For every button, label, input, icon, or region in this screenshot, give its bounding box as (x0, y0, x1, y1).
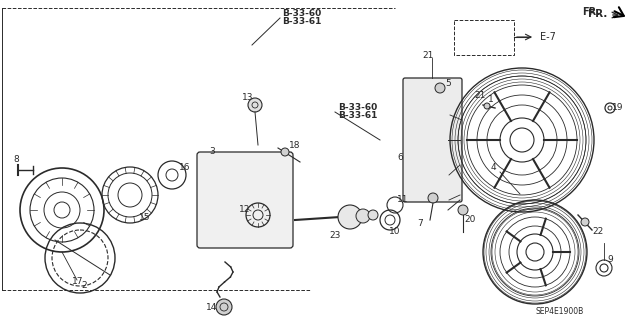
Circle shape (248, 98, 262, 112)
Text: 11: 11 (397, 196, 409, 204)
Text: 2: 2 (81, 280, 87, 290)
Text: 22: 22 (593, 227, 604, 236)
Text: E-7: E-7 (540, 32, 556, 42)
Circle shape (368, 210, 378, 220)
Text: 17: 17 (72, 278, 84, 286)
Text: B-33-60: B-33-60 (282, 10, 321, 19)
FancyArrowPatch shape (614, 7, 624, 17)
Text: 15: 15 (140, 213, 151, 222)
Text: B-33-60: B-33-60 (338, 103, 377, 113)
Text: 10: 10 (389, 227, 401, 236)
Circle shape (435, 83, 445, 93)
Circle shape (458, 205, 468, 215)
Text: 16: 16 (179, 164, 191, 173)
Text: FR.: FR. (588, 9, 607, 19)
Circle shape (356, 209, 370, 223)
Text: 8: 8 (13, 155, 19, 165)
Text: 7: 7 (417, 219, 423, 227)
Text: 12: 12 (239, 205, 251, 214)
Text: 20: 20 (464, 216, 476, 225)
Text: SEP4E1900B: SEP4E1900B (536, 308, 584, 316)
Text: 3: 3 (209, 147, 215, 157)
Text: 6: 6 (397, 153, 403, 162)
Text: 1: 1 (488, 95, 494, 105)
FancyBboxPatch shape (197, 152, 293, 248)
Text: 4: 4 (490, 164, 496, 173)
Text: 21: 21 (474, 91, 486, 100)
Text: B-33-61: B-33-61 (338, 112, 378, 121)
FancyBboxPatch shape (403, 78, 462, 202)
Text: B-33-61: B-33-61 (282, 18, 321, 26)
Text: 19: 19 (612, 103, 624, 113)
Text: 13: 13 (243, 93, 253, 102)
Text: 23: 23 (330, 231, 340, 240)
Text: 5: 5 (445, 78, 451, 87)
Text: 21: 21 (422, 50, 434, 60)
Circle shape (484, 103, 490, 109)
Text: 18: 18 (289, 140, 301, 150)
Circle shape (216, 299, 232, 315)
Text: 9: 9 (607, 255, 613, 263)
Circle shape (338, 205, 362, 229)
Text: FR.: FR. (582, 7, 600, 17)
Circle shape (428, 193, 438, 203)
Circle shape (281, 148, 289, 156)
Text: 14: 14 (206, 302, 218, 311)
Circle shape (581, 218, 589, 226)
